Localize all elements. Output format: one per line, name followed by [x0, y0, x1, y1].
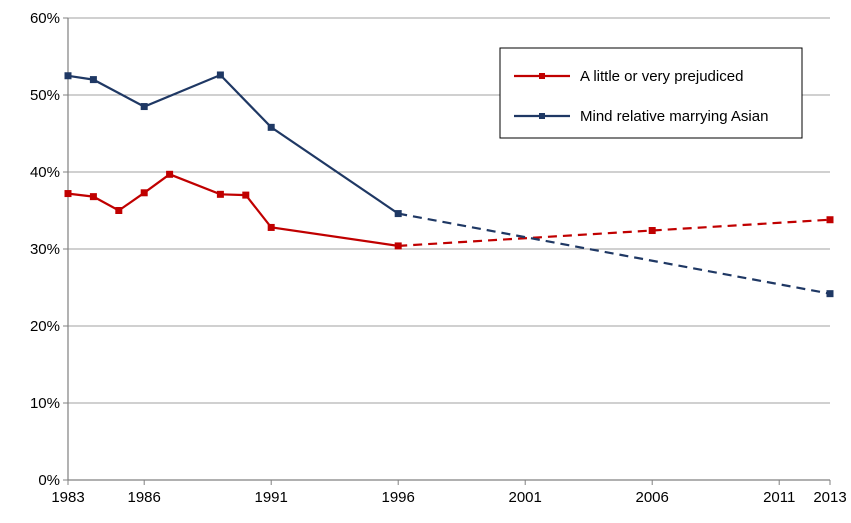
- series-marker-a-little-or-very-prejudiced: [167, 171, 173, 177]
- x-tick-label: 2006: [636, 489, 669, 506]
- x-tick-label: 1986: [128, 489, 161, 506]
- y-tick-label: 30%: [30, 241, 60, 258]
- y-tick-label: 0%: [38, 472, 60, 489]
- series-marker-mind-relative-marrying-asian: [827, 291, 833, 297]
- x-tick-label: 1991: [255, 489, 288, 506]
- x-tick-label: 1996: [382, 489, 415, 506]
- x-tick-label: 2013: [813, 489, 846, 506]
- series-marker-a-little-or-very-prejudiced: [649, 228, 655, 234]
- series-marker-a-little-or-very-prejudiced: [141, 190, 147, 196]
- series-marker-a-little-or-very-prejudiced: [90, 194, 96, 200]
- series-marker-a-little-or-very-prejudiced: [243, 192, 249, 198]
- x-tick-label: 1983: [51, 489, 84, 506]
- y-tick-label: 40%: [30, 164, 60, 181]
- series-marker-mind-relative-marrying-asian: [395, 211, 401, 217]
- series-marker-a-little-or-very-prejudiced: [268, 224, 274, 230]
- legend-label: Mind relative marrying Asian: [580, 108, 768, 125]
- series-marker-mind-relative-marrying-asian: [268, 124, 274, 130]
- series-marker-mind-relative-marrying-asian: [141, 104, 147, 110]
- legend-label: A little or very prejudiced: [580, 68, 743, 85]
- series-marker-mind-relative-marrying-asian: [90, 77, 96, 83]
- y-tick-label: 10%: [30, 395, 60, 412]
- series-marker-a-little-or-very-prejudiced: [65, 191, 71, 197]
- series-marker-a-little-or-very-prejudiced: [395, 243, 401, 249]
- line-chart: 0% 10% 20% 30% 40% 50% 60% 1983 1986 1991 1996 2001…: [0, 0, 851, 523]
- x-tick-label: 2001: [509, 489, 542, 506]
- series-marker-mind-relative-marrying-asian: [217, 72, 223, 78]
- series-marker-a-little-or-very-prejudiced: [827, 217, 833, 223]
- legend-swatch-marker: [539, 73, 545, 79]
- y-tick-label: 60%: [30, 10, 60, 27]
- series-marker-mind-relative-marrying-asian: [65, 73, 71, 79]
- chart-container: 0% 10% 20% 30% 40% 50% 60% 1983 1986 1991 1996 2001…: [0, 0, 851, 523]
- legend-swatch-marker: [539, 113, 545, 119]
- series-marker-a-little-or-very-prejudiced: [116, 208, 122, 214]
- x-tick-label: 2011: [763, 489, 795, 506]
- series-marker-a-little-or-very-prejudiced: [217, 191, 223, 197]
- y-tick-label: 50%: [30, 87, 60, 104]
- y-tick-label: 20%: [30, 318, 60, 335]
